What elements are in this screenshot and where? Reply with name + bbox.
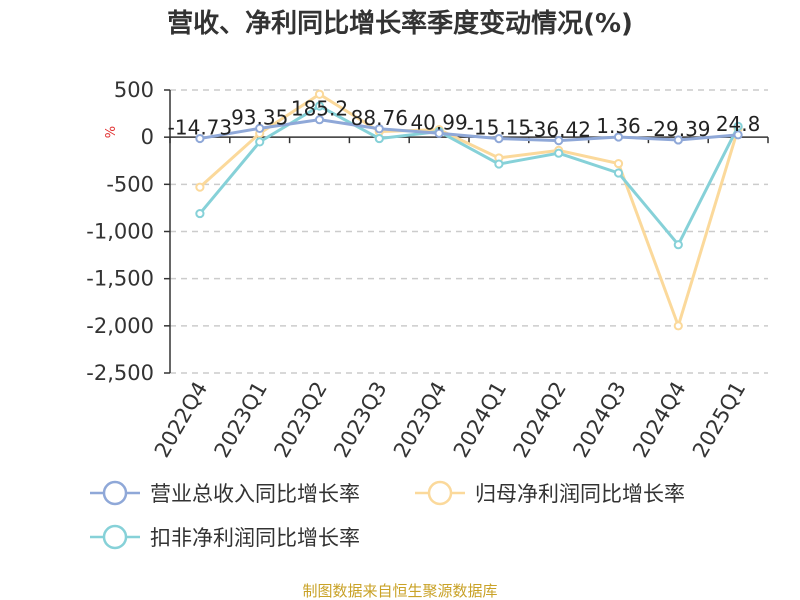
x-tick-labels: 2022Q42023Q12023Q22023Q32023Q42024Q12024… — [150, 377, 751, 461]
x-tick-label: 2023Q2 — [269, 378, 331, 462]
data-point — [613, 168, 624, 178]
data-point — [494, 133, 504, 144]
grid-lines — [164, 89, 768, 374]
legend-label: 营业总收入同比增长率 — [150, 482, 360, 506]
data-label: -14.73 — [168, 116, 232, 140]
chart-title: 营收、净利同比增长率季度变动情况(%) — [167, 8, 633, 39]
y-tick-label: -500 — [106, 172, 154, 196]
data-label: 40.99 — [410, 110, 467, 134]
source-note: 制图数据来自恒生聚源数据库 — [302, 582, 497, 600]
data-point — [673, 240, 683, 250]
data-label: -29.39 — [646, 117, 710, 141]
data-label: -36.42 — [526, 118, 590, 142]
data-point — [733, 130, 743, 140]
data-point — [255, 123, 265, 133]
legend-label: 归母净利润同比增长率 — [475, 482, 685, 506]
data-point — [255, 137, 265, 147]
data-point — [434, 128, 444, 138]
x-tick-label: 2023Q4 — [389, 377, 451, 461]
x-tick-label: 2024Q4 — [628, 378, 690, 462]
data-point — [494, 159, 504, 169]
series-line — [199, 118, 739, 143]
x-tick-label: 2022Q4 — [150, 378, 212, 462]
y-axis-unit: % — [104, 126, 119, 138]
legend-marker — [102, 524, 128, 550]
x-tick-label: 2025Q1 — [688, 378, 750, 462]
x-tick-label: 2024Q1 — [449, 378, 511, 462]
data-point — [374, 124, 384, 134]
x-tick-label: 2023Q1 — [210, 378, 272, 462]
data-label: 185.2 — [291, 97, 348, 121]
y-tick-labels: 500 0 -500 -1,000 -1,500 -2,000 -2,500 — [86, 78, 154, 385]
y-tick-label: 0 — [141, 125, 154, 149]
data-label: -15.15 — [467, 116, 531, 140]
data-label: 1.36 — [596, 114, 641, 138]
x-tick-label: 2024Q3 — [568, 378, 630, 462]
data-point — [195, 133, 205, 144]
legend-marker — [102, 480, 128, 506]
data-point — [554, 148, 564, 158]
legend-label: 扣非净利润同比增长率 — [150, 526, 360, 550]
y-tick-label: 500 — [114, 78, 154, 102]
series-line — [198, 92, 740, 331]
x-tick-label: 2023Q3 — [329, 378, 391, 462]
data-point — [613, 132, 624, 142]
data-point — [314, 101, 325, 111]
data-point — [314, 89, 325, 99]
y-tick-label: -2,000 — [86, 314, 154, 338]
series-lines — [195, 89, 743, 331]
data-point — [374, 133, 384, 144]
data-point — [195, 208, 205, 219]
y-tick-label: -2,500 — [86, 361, 154, 385]
data-label: 24.8 — [716, 112, 761, 136]
legend-marker — [427, 480, 453, 506]
data-point — [673, 135, 683, 145]
data-point — [733, 121, 743, 131]
data-point — [314, 115, 325, 125]
data-label: 93.35 — [231, 105, 288, 129]
y-tick-label: -1,000 — [86, 220, 154, 244]
data-point — [195, 182, 205, 192]
y-tick-label: -1,500 — [86, 267, 154, 291]
data-point — [673, 321, 683, 331]
data-label: 88.76 — [351, 106, 408, 130]
data-point — [613, 158, 624, 169]
x-tick-label: 2024Q2 — [509, 378, 571, 462]
data-point — [554, 136, 564, 146]
